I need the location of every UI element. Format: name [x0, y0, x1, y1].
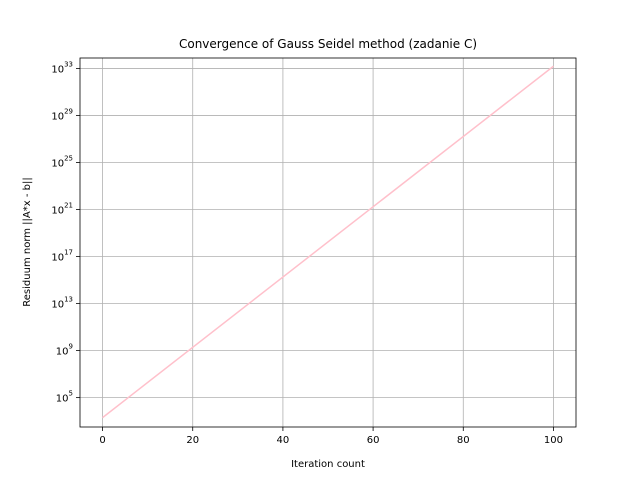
y-tick-label: 1025 — [51, 155, 73, 170]
x-tick-label: 60 — [367, 435, 380, 446]
y-tick-label: 1029 — [51, 108, 73, 123]
x-tick-label: 80 — [457, 435, 470, 446]
x-tick-label: 40 — [277, 435, 290, 446]
y-tick-label: 109 — [56, 343, 73, 358]
series-layer — [102, 65, 554, 419]
x-axis: 0 20 40 60 80 100 — [99, 427, 563, 446]
y-tick-label: 1013 — [51, 296, 73, 311]
chart-title: Convergence of Gauss Seidel method (zada… — [179, 37, 477, 51]
series-line — [102, 65, 554, 419]
x-axis-label: Iteration count — [291, 459, 365, 470]
y-tick-label: 1017 — [51, 249, 73, 264]
y-tick-label: 105 — [56, 390, 73, 405]
plot-frame — [79, 57, 577, 428]
x-tick-label: 20 — [186, 435, 199, 446]
grid — [80, 58, 576, 427]
y-axis-label: Residuum norm ||A*x - b|| — [22, 177, 33, 306]
x-tick-label: 100 — [544, 435, 563, 446]
y-axis: 105 109 1013 1017 1021 1025 1029 1033 — [51, 61, 80, 405]
y-tick-label: 1033 — [51, 61, 73, 76]
x-tick-label: 0 — [99, 435, 105, 446]
y-tick-label: 1021 — [51, 202, 73, 217]
